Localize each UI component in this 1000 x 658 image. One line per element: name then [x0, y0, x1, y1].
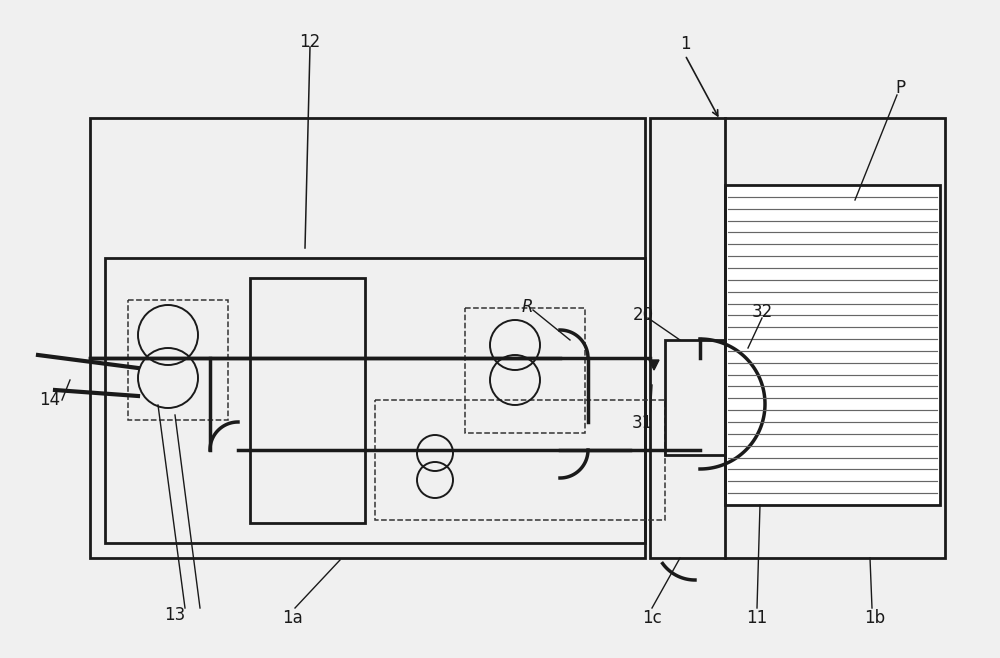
Text: 1a: 1a [283, 609, 303, 627]
Text: 20: 20 [632, 306, 654, 324]
Text: 11: 11 [746, 609, 768, 627]
Text: 1: 1 [680, 35, 690, 53]
FancyBboxPatch shape [738, 348, 754, 368]
Text: R: R [521, 298, 533, 316]
FancyBboxPatch shape [725, 185, 940, 505]
Text: 1b: 1b [864, 609, 886, 627]
Polygon shape [649, 360, 659, 370]
Text: P: P [895, 79, 905, 97]
Text: 1c: 1c [642, 609, 662, 627]
Text: 12: 12 [299, 33, 321, 51]
Text: 32: 32 [751, 303, 773, 321]
Text: 13: 13 [164, 606, 186, 624]
Text: 14: 14 [39, 391, 61, 409]
Text: 31: 31 [631, 414, 653, 432]
